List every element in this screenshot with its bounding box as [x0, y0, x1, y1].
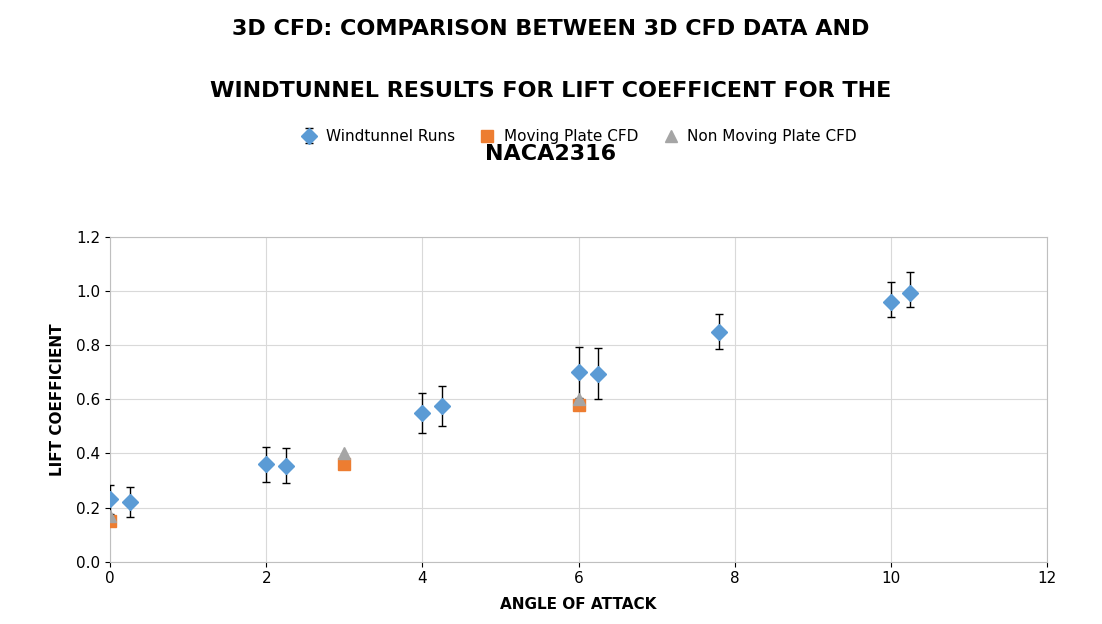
- Non Moving Plate CFD: [572, 396, 585, 403]
- Non Moving Plate CFD: [337, 450, 350, 457]
- Line: Non Moving Plate CFD: Non Moving Plate CFD: [105, 394, 584, 521]
- Moving Plate CFD: [337, 461, 350, 468]
- Moving Plate CFD: [572, 401, 585, 409]
- Non Moving Plate CFD: [104, 512, 117, 519]
- Y-axis label: LIFT COEFFICIENT: LIFT COEFFICIENT: [50, 323, 65, 475]
- Line: Moving Plate CFD: Moving Plate CFD: [105, 399, 584, 527]
- Text: WINDTUNNEL RESULTS FOR LIFT COEFFICENT FOR THE: WINDTUNNEL RESULTS FOR LIFT COEFFICENT F…: [210, 81, 892, 101]
- Moving Plate CFD: [104, 517, 117, 525]
- Text: 3D CFD: COMPARISON BETWEEN 3D CFD DATA AND: 3D CFD: COMPARISON BETWEEN 3D CFD DATA A…: [233, 19, 869, 39]
- Text: NACA2316: NACA2316: [486, 144, 616, 163]
- Legend: Windtunnel Runs, Moving Plate CFD, Non Moving Plate CFD: Windtunnel Runs, Moving Plate CFD, Non M…: [292, 122, 865, 152]
- X-axis label: ANGLE OF ATTACK: ANGLE OF ATTACK: [500, 597, 657, 612]
